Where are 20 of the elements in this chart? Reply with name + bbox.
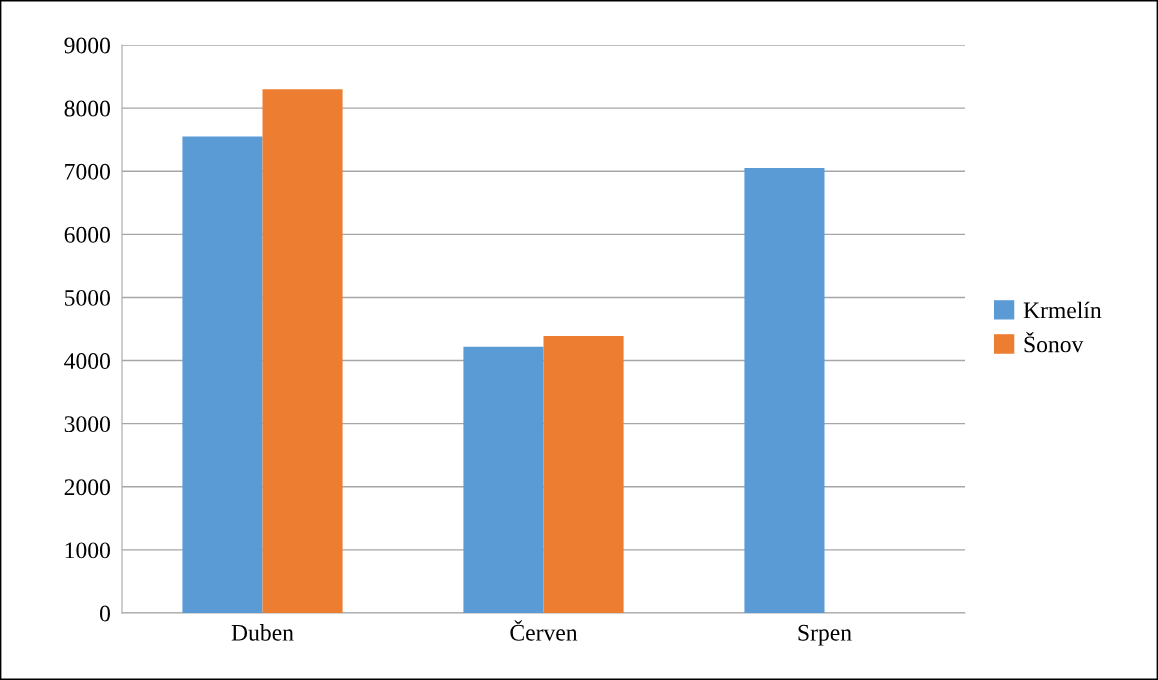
bar xyxy=(543,335,624,613)
y-tick-label: 4000 xyxy=(64,353,110,369)
bar xyxy=(262,89,343,613)
legend-label: Krmelín xyxy=(1023,301,1102,319)
y-tick-label: 2000 xyxy=(64,479,110,496)
y-tick-label: 3000 xyxy=(64,416,110,433)
legend-label: Šonov xyxy=(1024,331,1084,353)
bar xyxy=(182,136,263,613)
y-tick-label: 7000 xyxy=(65,163,110,180)
y-tick-label: 5000 xyxy=(65,289,110,306)
x-tick-label: Duben xyxy=(231,624,294,641)
y-tick-label: 0 xyxy=(99,605,110,622)
y-tick-label: 8000 xyxy=(64,100,110,117)
y-tick-label: 9000 xyxy=(64,37,110,54)
bar xyxy=(744,168,825,613)
bar xyxy=(463,346,544,613)
y-tick-label: 6000 xyxy=(64,226,110,243)
x-tick-label: Srpen xyxy=(798,624,852,646)
y-tick-label: 1000 xyxy=(65,542,110,559)
x-tick-label: Červen xyxy=(510,620,578,641)
